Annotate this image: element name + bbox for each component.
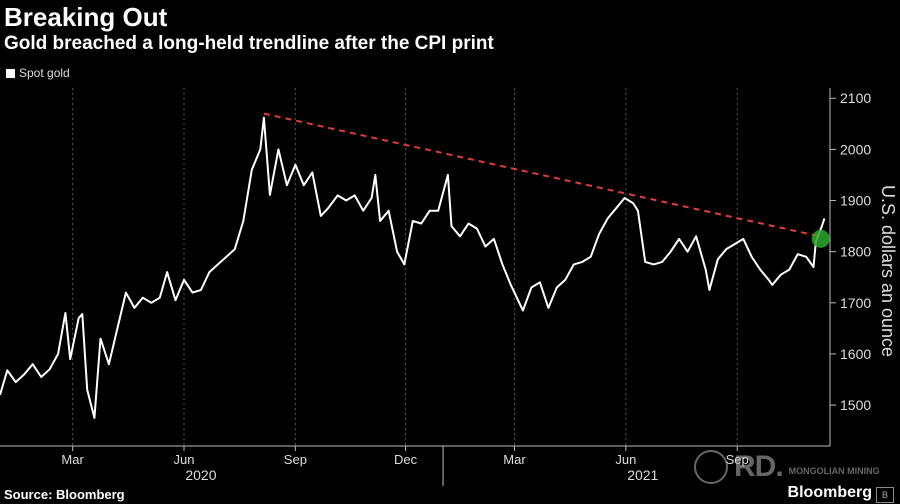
y-tick-label: 2000	[840, 141, 871, 157]
x-tick-label: Jun	[615, 452, 636, 467]
y-tick-label: 1700	[840, 295, 871, 311]
legend: Spot gold	[6, 66, 70, 80]
watermark-logo-icon	[694, 450, 728, 484]
x-tick-label: Mar	[61, 452, 84, 467]
brand-icon: B	[876, 487, 894, 503]
brand-logo: Bloomberg	[787, 484, 872, 501]
x-tick-label: Dec	[394, 452, 418, 467]
watermark: RD. MONGOLIAN MINING	[694, 450, 880, 484]
year-label: 2021	[627, 467, 658, 483]
legend-swatch	[6, 68, 15, 78]
chart-title: Breaking Out	[4, 2, 168, 32]
chart-subtitle: Gold breached a long-held trendline afte…	[4, 33, 494, 54]
y-tick-label: 1500	[840, 397, 871, 413]
y-tick-label: 1900	[840, 193, 871, 209]
x-tick-label: Sep	[284, 452, 307, 467]
breakout-highlight	[811, 229, 830, 248]
watermark-mark: RD.	[734, 450, 784, 483]
y-axis-label: U.S. dollars an ounce	[878, 185, 898, 357]
x-tick-label: Jun	[174, 452, 195, 467]
y-tick-label: 2100	[840, 90, 871, 106]
x-tick-label: Mar	[503, 452, 526, 467]
year-label: 2020	[185, 467, 216, 483]
y-tick-label: 1600	[840, 346, 871, 362]
watermark-text: MONGOLIAN MINING	[788, 466, 880, 476]
source-note: Source: Bloomberg	[4, 487, 125, 502]
trendline	[263, 112, 820, 238]
y-tick-label: 1800	[840, 244, 871, 260]
series-line-spot-gold	[0, 116, 826, 419]
legend-label: Spot gold	[19, 66, 70, 80]
